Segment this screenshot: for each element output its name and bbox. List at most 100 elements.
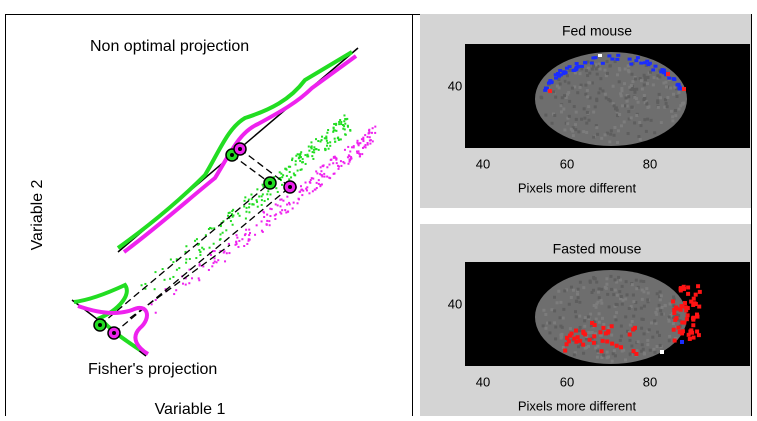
texture bbox=[623, 120, 626, 123]
magenta-point bbox=[316, 182, 318, 184]
red-pixel bbox=[673, 318, 677, 322]
green-point bbox=[340, 123, 342, 125]
texture bbox=[656, 331, 659, 334]
magenta-point bbox=[269, 224, 271, 226]
green-point bbox=[213, 243, 215, 245]
magenta-point bbox=[298, 198, 300, 200]
magenta-point bbox=[292, 207, 294, 209]
magenta-point bbox=[336, 162, 338, 164]
texture bbox=[627, 132, 630, 135]
magenta-point bbox=[335, 159, 337, 161]
texture bbox=[653, 131, 656, 134]
red-pixel bbox=[672, 311, 676, 315]
green-point bbox=[275, 187, 277, 189]
texture bbox=[621, 285, 624, 288]
magenta-point bbox=[332, 162, 334, 164]
texture bbox=[616, 141, 619, 144]
texture bbox=[660, 313, 663, 316]
texture bbox=[592, 136, 595, 139]
texture bbox=[576, 91, 579, 94]
magenta-point bbox=[312, 190, 314, 192]
texture bbox=[640, 307, 643, 310]
texture bbox=[615, 311, 618, 314]
magenta-point bbox=[198, 279, 200, 281]
magenta-point bbox=[308, 192, 310, 194]
x-tick-label: 80 bbox=[643, 374, 657, 389]
green-point bbox=[230, 220, 232, 222]
magenta-point bbox=[280, 205, 282, 207]
green-point bbox=[315, 148, 317, 150]
green-point bbox=[308, 150, 310, 152]
texture bbox=[631, 283, 634, 286]
texture bbox=[599, 87, 602, 90]
magenta-point bbox=[309, 182, 311, 184]
texture bbox=[597, 287, 600, 290]
texture bbox=[617, 129, 620, 132]
blue-pixel bbox=[554, 77, 558, 80]
texture bbox=[652, 83, 655, 86]
magenta-point bbox=[318, 183, 320, 185]
texture bbox=[670, 110, 673, 113]
texture bbox=[645, 287, 648, 290]
magenta-point bbox=[367, 142, 369, 144]
red-pixel bbox=[675, 307, 679, 311]
texture bbox=[622, 299, 625, 302]
texture bbox=[656, 345, 659, 348]
texture bbox=[624, 358, 627, 361]
green-point bbox=[264, 200, 266, 202]
texture bbox=[643, 332, 646, 335]
texture bbox=[606, 293, 609, 296]
texture bbox=[559, 301, 562, 304]
green-point bbox=[232, 214, 234, 216]
green-point bbox=[225, 229, 227, 231]
blue-pixel bbox=[574, 68, 578, 71]
magenta-point bbox=[287, 210, 289, 212]
texture bbox=[640, 124, 643, 127]
green-point bbox=[261, 195, 263, 197]
texture bbox=[627, 69, 630, 72]
texture bbox=[548, 331, 551, 334]
texture bbox=[620, 87, 623, 90]
red-pixel bbox=[692, 297, 696, 301]
magenta-point bbox=[248, 234, 250, 236]
texture bbox=[557, 290, 560, 293]
texture bbox=[620, 124, 623, 127]
texture bbox=[576, 293, 579, 296]
magenta-point bbox=[374, 126, 376, 128]
texture bbox=[643, 305, 646, 308]
green-point bbox=[164, 279, 166, 281]
texture bbox=[552, 90, 555, 93]
magenta-point bbox=[211, 265, 213, 267]
red-pixel bbox=[619, 345, 623, 349]
magenta-point bbox=[268, 220, 270, 222]
green-point bbox=[245, 211, 247, 213]
magenta-point bbox=[320, 166, 322, 168]
magenta-point bbox=[284, 209, 286, 211]
red-pixel bbox=[694, 293, 698, 297]
texture bbox=[575, 118, 578, 121]
magenta-point bbox=[210, 254, 212, 256]
texture bbox=[575, 315, 578, 318]
texture bbox=[595, 281, 598, 284]
red-pixel bbox=[686, 306, 690, 310]
magenta-point bbox=[315, 170, 317, 172]
texture bbox=[647, 292, 650, 295]
texture bbox=[591, 331, 594, 334]
green-point bbox=[267, 190, 269, 192]
blue-pixel bbox=[580, 65, 584, 68]
texture bbox=[597, 91, 600, 94]
texture bbox=[592, 289, 595, 292]
red-pixel bbox=[698, 290, 702, 294]
texture bbox=[672, 322, 675, 325]
green-point bbox=[189, 258, 191, 260]
red-pixel bbox=[574, 340, 578, 344]
texture bbox=[587, 331, 590, 334]
green-point bbox=[327, 142, 329, 144]
magenta-point bbox=[368, 129, 370, 131]
texture bbox=[599, 67, 602, 70]
magenta-point bbox=[269, 215, 271, 217]
texture bbox=[593, 277, 596, 280]
texture bbox=[570, 296, 573, 299]
green-point bbox=[141, 284, 143, 286]
magenta-point bbox=[312, 178, 314, 180]
